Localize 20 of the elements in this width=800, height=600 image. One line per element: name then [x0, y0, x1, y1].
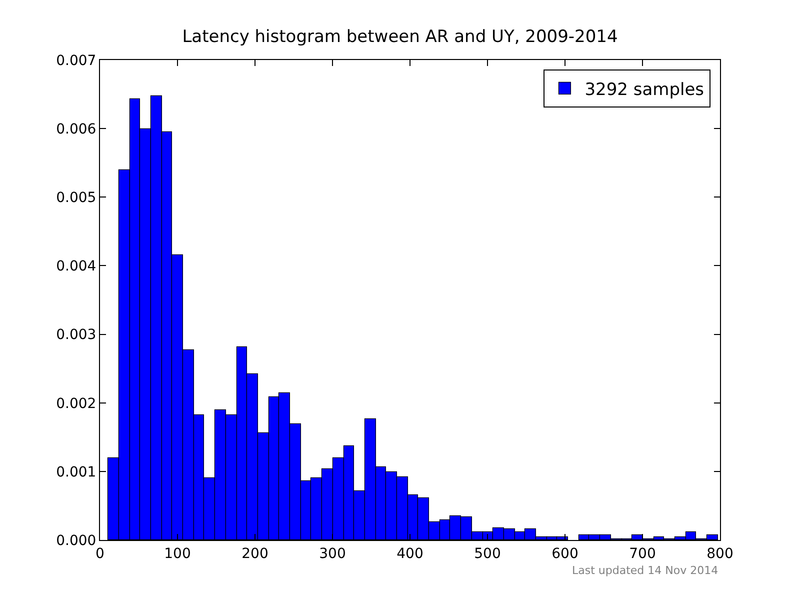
y-tick-label: 0.000 [56, 532, 96, 549]
x-tick-label: 500 [474, 546, 501, 562]
x-tick-label: 100 [164, 546, 191, 562]
y-tick-label: 0.001 [56, 464, 96, 480]
y-tick-label: 0.007 [56, 52, 96, 69]
y-tick-label: 0.003 [56, 327, 96, 344]
y-tick-label: 0.005 [56, 190, 96, 206]
chart-title: Latency histogram between AR and UY, 2009-2014 [182, 27, 618, 47]
y-tick-label: 0.004 [56, 258, 96, 275]
x-tick-label: 700 [629, 546, 656, 562]
x-tick-label: 800 [706, 546, 734, 562]
y-tick-label: 0.006 [56, 121, 96, 138]
x-tick-label: 200 [242, 546, 268, 562]
x-tick-label: 400 [396, 546, 424, 562]
legend-label: 3292 samples [584, 80, 704, 100]
text: Last updated 14 Nov 2014 [572, 564, 718, 577]
y-tick-label: 0.002 [56, 396, 96, 412]
x-tick-label: 0 [96, 546, 104, 562]
x-tick-label: 300 [319, 546, 346, 562]
x-tick-label: 600 [552, 546, 578, 562]
